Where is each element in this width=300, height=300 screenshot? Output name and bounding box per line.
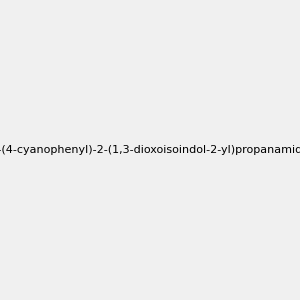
Text: N-(4-cyanophenyl)-2-(1,3-dioxoisoindol-2-yl)propanamide: N-(4-cyanophenyl)-2-(1,3-dioxoisoindol-2… xyxy=(0,145,300,155)
